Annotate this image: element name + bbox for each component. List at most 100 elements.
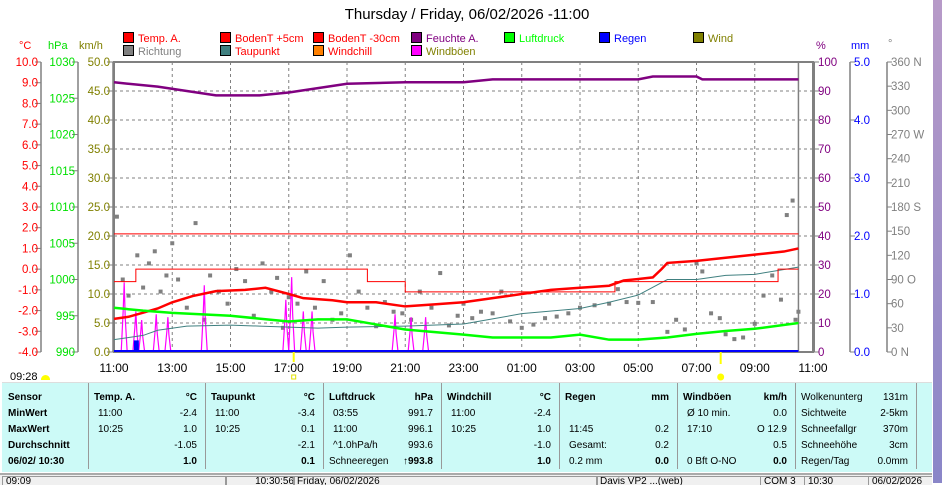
row-time: 10:25	[98, 424, 124, 435]
rain-tick-label: 5.0	[854, 57, 870, 69]
direction-point	[478, 309, 483, 314]
legend-label: BodenT -30cm	[328, 33, 400, 45]
direction-point	[158, 289, 163, 294]
row-time: 10:25	[451, 424, 477, 435]
x-tick-label: 03:00	[565, 361, 595, 375]
direction-tick-label: 270 W	[891, 130, 924, 142]
legend-swatch	[411, 32, 422, 43]
direction-point	[280, 325, 285, 330]
series-feuchte-a-	[113, 75, 799, 97]
row-value: 1.0	[183, 456, 197, 467]
legend-swatch	[313, 45, 324, 56]
gust-spike	[164, 317, 172, 353]
direction-point	[607, 301, 612, 306]
direction-point	[321, 279, 326, 284]
wind-tick-label: 50.0	[88, 57, 110, 69]
wind-tick-label: 30.0	[88, 173, 110, 185]
statistics-table: Sensor MinWert MaxWert Durchschnitt 06/02/ 1…	[2, 382, 932, 472]
extra-label: Schneehöhe	[801, 440, 858, 451]
direction-point	[120, 277, 125, 282]
status-panel: 06/02/2026	[868, 476, 932, 485]
direction-point	[682, 327, 687, 332]
row-time: Schneeregen	[329, 456, 389, 467]
legend-swatch	[504, 32, 515, 43]
direction-point	[793, 317, 798, 322]
row-value: -3.4	[297, 408, 315, 419]
row-value: 0.0	[773, 456, 787, 467]
column-header: Temp. A.	[94, 392, 136, 403]
gust-spike	[391, 314, 399, 353]
temp-tick-label: -4.0	[18, 347, 38, 359]
legend-item: Richtung	[123, 45, 181, 58]
extra-value: 0.0mm	[877, 456, 908, 467]
x-tick-label: 11:00	[99, 361, 128, 375]
temp-tick-label: -3.0	[18, 326, 38, 338]
legend-label: Windböen	[426, 46, 476, 58]
column-unit: hPa	[414, 392, 433, 403]
temp-tick-label: 2.0	[22, 223, 38, 235]
direction-tick-label: 180 S	[891, 202, 921, 214]
gust-spike	[138, 320, 146, 353]
rain-tick-label: 2.0	[854, 231, 870, 243]
direction-point	[650, 300, 655, 305]
column-windb-en: Windböen km/h Ø 10 min. 0.0 17:10 O 12.9 0.5 0 …	[677, 383, 796, 469]
legend-label: Wind	[708, 33, 734, 45]
direction-point	[164, 273, 169, 278]
direction-point	[578, 305, 582, 310]
direction-point	[543, 316, 548, 321]
direction-tick-label: 330	[891, 81, 910, 93]
direction-point	[260, 261, 265, 266]
sensor-row-label: 06/02/ 10:30	[8, 456, 65, 467]
temp-tick-label: -2.0	[18, 306, 38, 318]
legend-swatch	[693, 32, 704, 43]
direction-point	[761, 293, 766, 298]
status-panel: COM 3	[760, 476, 805, 485]
direction-tick-label: 150	[891, 226, 910, 238]
direction-point	[347, 253, 352, 258]
direction-point	[790, 198, 795, 203]
direction-point	[455, 313, 460, 318]
direction-point	[519, 325, 524, 330]
row-value: 1.0	[183, 424, 197, 435]
wind-tick-label: 10.0	[88, 289, 110, 301]
wind-tick-label: 15.0	[88, 260, 110, 272]
rain-bar	[133, 340, 139, 352]
direction-point	[365, 305, 370, 310]
temp-tick-label: 8.0	[22, 98, 38, 110]
x-tick-label: 09:00	[740, 361, 770, 375]
direction-point	[170, 241, 175, 246]
column-header: Taupunkt	[211, 392, 256, 403]
temp-tick-label: 10.0	[16, 57, 38, 69]
direction-point	[732, 337, 737, 342]
pressure-tick-label: 1020	[49, 130, 75, 142]
column-header: Regen	[565, 392, 596, 403]
unit-degree: °	[888, 38, 893, 50]
pressure-tick-label: 1005	[49, 238, 75, 250]
wind-tick-label: 45.0	[88, 86, 110, 98]
extra-value: 2-5km	[880, 408, 908, 419]
direction-tick-label: 60	[891, 299, 904, 311]
legend-swatch	[123, 32, 134, 43]
pressure-tick-label: 1015	[49, 166, 75, 178]
gust-spike	[422, 317, 430, 353]
gust-spike	[299, 311, 307, 353]
direction-point	[461, 301, 466, 306]
direction-point	[554, 314, 559, 319]
row-value: 0.1	[301, 456, 315, 467]
rain-tick-label: 1.0	[854, 289, 870, 301]
extra-label: Sichtweite	[801, 408, 847, 419]
row-value: ↑993.8	[402, 456, 433, 467]
direction-point	[152, 249, 157, 254]
temp-tick-label: 9.0	[22, 78, 38, 90]
direction-point	[339, 311, 344, 316]
sensor-header: Sensor	[8, 392, 42, 403]
wind-tick-label: 5.0	[94, 318, 110, 330]
x-tick-label: 11:00	[798, 361, 827, 375]
legend-label: Regen	[614, 33, 647, 45]
legend-item: BodenT +5cm	[220, 32, 304, 45]
direction-point	[709, 311, 714, 316]
row-time: ^1.0hPa/h	[333, 440, 378, 451]
direction-point	[202, 317, 207, 322]
status-panel: 10:30:56	[225, 476, 295, 485]
direction-point	[176, 277, 181, 282]
